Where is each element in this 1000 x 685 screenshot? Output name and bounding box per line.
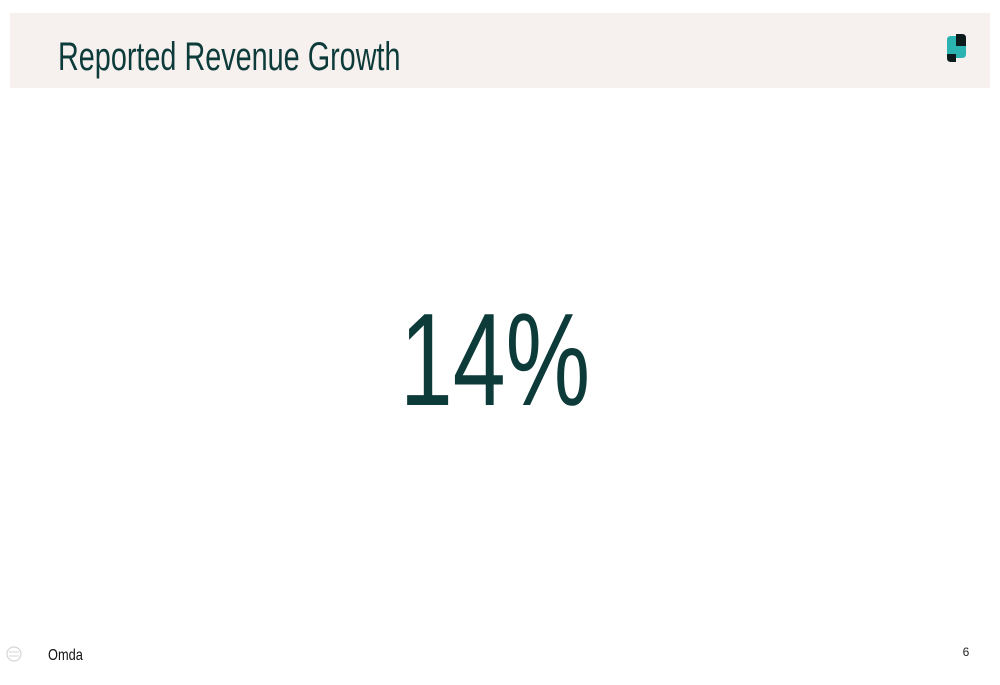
- brand-group: Omda: [48, 647, 84, 665]
- title-group: Reported Revenue Growth: [58, 34, 401, 79]
- headline-figure: 14%: [400, 287, 590, 434]
- footer-brand: Omda: [48, 647, 84, 665]
- figure-group: 14%: [400, 287, 590, 434]
- logo-part: [947, 54, 956, 62]
- logo: [947, 34, 966, 62]
- page-number: 6: [963, 645, 970, 659]
- footer-icon-ring: [6, 646, 22, 662]
- header-band: [10, 13, 990, 88]
- logo-part: [956, 46, 966, 58]
- footer-icon-lines: [9, 651, 19, 657]
- slide-title: Reported Revenue Growth: [58, 34, 401, 79]
- logo-part: [947, 36, 956, 54]
- footer-icon: [6, 646, 22, 662]
- logo-part: [956, 34, 966, 46]
